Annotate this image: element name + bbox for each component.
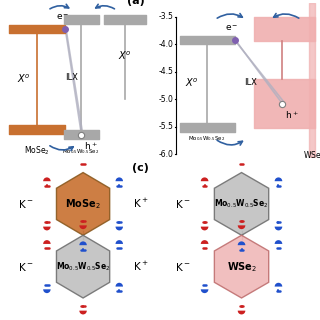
Text: -5.5: -5.5 <box>158 122 173 131</box>
FancyArrowPatch shape <box>217 140 243 145</box>
Wedge shape <box>43 289 51 293</box>
Wedge shape <box>116 227 123 230</box>
Wedge shape <box>79 311 87 315</box>
Wedge shape <box>116 177 123 181</box>
Text: e$^-$: e$^-$ <box>56 13 69 22</box>
Polygon shape <box>56 235 110 298</box>
Text: $X^o$: $X^o$ <box>185 76 198 89</box>
Text: -4.0: -4.0 <box>158 40 173 49</box>
Text: $X^o$: $X^o$ <box>17 72 31 84</box>
Wedge shape <box>275 240 282 244</box>
Text: K$^-$: K$^-$ <box>18 198 34 210</box>
Text: -6.0: -6.0 <box>158 149 173 158</box>
Text: Mo$_{0.5}$W$_{0.5}$Se$_2$: Mo$_{0.5}$W$_{0.5}$Se$_2$ <box>62 147 99 156</box>
Polygon shape <box>214 172 269 235</box>
Text: Mo$_{0.5}$W$_{0.5}$Se$_2$: Mo$_{0.5}$W$_{0.5}$Se$_2$ <box>188 134 226 143</box>
Wedge shape <box>79 225 87 229</box>
Wedge shape <box>201 240 208 244</box>
Wedge shape <box>201 177 208 181</box>
Wedge shape <box>116 240 123 244</box>
Text: h$^+$: h$^+$ <box>84 140 98 152</box>
Text: -4.5: -4.5 <box>158 67 173 76</box>
Text: ILX: ILX <box>66 73 78 82</box>
Text: K$^-$: K$^-$ <box>175 260 191 273</box>
FancyArrowPatch shape <box>50 146 73 150</box>
Wedge shape <box>275 177 282 181</box>
Text: Mo$_{0.5}$W$_{0.5}$Se$_2$: Mo$_{0.5}$W$_{0.5}$Se$_2$ <box>214 198 269 210</box>
Wedge shape <box>238 311 245 315</box>
Wedge shape <box>79 156 87 160</box>
Polygon shape <box>56 172 110 235</box>
Text: K$^+$: K$^+$ <box>132 260 148 273</box>
Text: $X^o$: $X^o$ <box>118 49 132 61</box>
Wedge shape <box>79 241 87 245</box>
Text: K$^-$: K$^-$ <box>18 260 34 273</box>
Wedge shape <box>43 227 51 230</box>
Wedge shape <box>275 283 282 287</box>
Text: h$^+$: h$^+$ <box>285 109 299 121</box>
Wedge shape <box>201 227 208 230</box>
Text: -5.0: -5.0 <box>158 95 173 104</box>
Polygon shape <box>214 235 269 298</box>
Text: MoSe$_2$: MoSe$_2$ <box>65 197 101 211</box>
Text: Mo$_{0.5}$W$_{0.5}$Se$_2$: Mo$_{0.5}$W$_{0.5}$Se$_2$ <box>56 260 110 273</box>
Wedge shape <box>43 240 51 244</box>
Text: WSe$_2$: WSe$_2$ <box>227 260 257 274</box>
Text: (c): (c) <box>132 163 149 173</box>
FancyArrowPatch shape <box>274 13 299 18</box>
FancyArrowPatch shape <box>217 13 242 18</box>
Wedge shape <box>238 225 245 229</box>
Text: (a): (a) <box>127 0 145 6</box>
Text: ILX: ILX <box>244 78 257 87</box>
Text: e$^-$: e$^-$ <box>225 24 239 33</box>
Wedge shape <box>275 227 282 230</box>
Text: -3.5: -3.5 <box>158 12 173 21</box>
Text: WSe$_2$: WSe$_2$ <box>303 150 320 162</box>
FancyArrowPatch shape <box>50 4 69 9</box>
Text: MoSe$_2$: MoSe$_2$ <box>24 144 50 157</box>
Wedge shape <box>201 289 208 293</box>
Wedge shape <box>238 241 245 245</box>
Wedge shape <box>116 283 123 287</box>
Wedge shape <box>238 156 245 160</box>
Wedge shape <box>43 177 51 181</box>
Text: K$^-$: K$^-$ <box>175 198 191 210</box>
FancyArrowPatch shape <box>96 4 115 9</box>
Text: K$^+$: K$^+$ <box>132 197 148 211</box>
